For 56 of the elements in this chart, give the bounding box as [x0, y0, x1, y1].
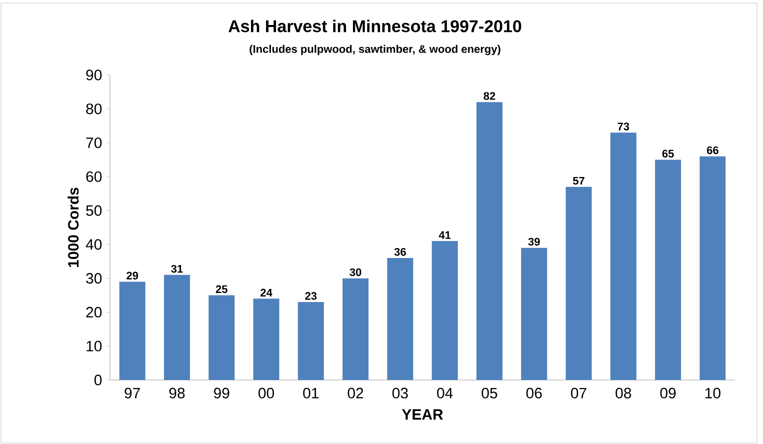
- x-axis-title: YEAR: [402, 409, 444, 420]
- x-tick-label: 03: [392, 388, 408, 398]
- bar: [119, 282, 146, 380]
- x-tick-label: 97: [124, 388, 140, 398]
- y-tick-label: 90: [86, 70, 102, 80]
- chart-subtitle: (Includes pulpwood, sawtimber, & wood energy): [250, 44, 500, 56]
- bar: [655, 160, 682, 380]
- data-label: 25: [216, 285, 228, 294]
- y-tick-label: 60: [86, 171, 102, 182]
- x-tick-label: 07: [570, 388, 586, 398]
- data-label: 36: [394, 248, 406, 256]
- y-tick-label: 20: [86, 306, 102, 318]
- bar: [298, 302, 324, 380]
- bar: [208, 295, 235, 380]
- x-tick-label: 05: [482, 388, 498, 398]
- y-axis-title: 1000 Cords: [68, 188, 79, 267]
- y-tick-label: 10: [86, 340, 102, 352]
- y-tick-label: 40: [86, 239, 102, 250]
- x-tick-label: 01: [303, 388, 318, 398]
- bar: [610, 132, 636, 380]
- y-tick-label: 30: [86, 273, 102, 284]
- data-label: 30: [350, 268, 362, 276]
- x-tick-label: 04: [437, 388, 453, 398]
- bar: [342, 278, 369, 380]
- data-label: 57: [572, 176, 584, 185]
- bar: [387, 258, 414, 380]
- bar: [476, 102, 502, 380]
- bar: [164, 274, 190, 380]
- x-tick-label: 02: [348, 388, 364, 398]
- data-label: 66: [706, 146, 718, 154]
- data-label: 29: [126, 272, 138, 280]
- bar: [566, 186, 592, 380]
- data-label: 41: [438, 231, 451, 239]
- bar: [700, 156, 726, 380]
- x-tick-label: 00: [258, 388, 274, 398]
- x-tick-label: 99: [214, 388, 230, 398]
- data-label: 23: [305, 292, 317, 300]
- chart-title: Ash Harvest in Minnesota 1997-2010: [228, 20, 522, 32]
- x-tick-label: 09: [660, 388, 676, 398]
- y-tick-label: 0: [94, 374, 102, 386]
- data-label: 65: [662, 150, 674, 158]
- x-tick-label: 10: [705, 388, 720, 398]
- x-tick-label: 98: [169, 388, 185, 398]
- bar: [253, 298, 280, 380]
- data-label: 31: [171, 264, 183, 273]
- y-tick-label: 80: [86, 104, 102, 114]
- data-label: 24: [260, 288, 272, 296]
- bar: [432, 241, 458, 380]
- x-tick-label: 08: [616, 388, 632, 398]
- data-label: 39: [528, 238, 540, 246]
- data-label: 73: [618, 122, 630, 130]
- data-label: 82: [484, 92, 496, 100]
- y-tick-label: 70: [86, 137, 102, 148]
- y-tick-label: 50: [86, 205, 102, 216]
- x-tick-label: 06: [526, 388, 542, 398]
- bar: [521, 248, 548, 380]
